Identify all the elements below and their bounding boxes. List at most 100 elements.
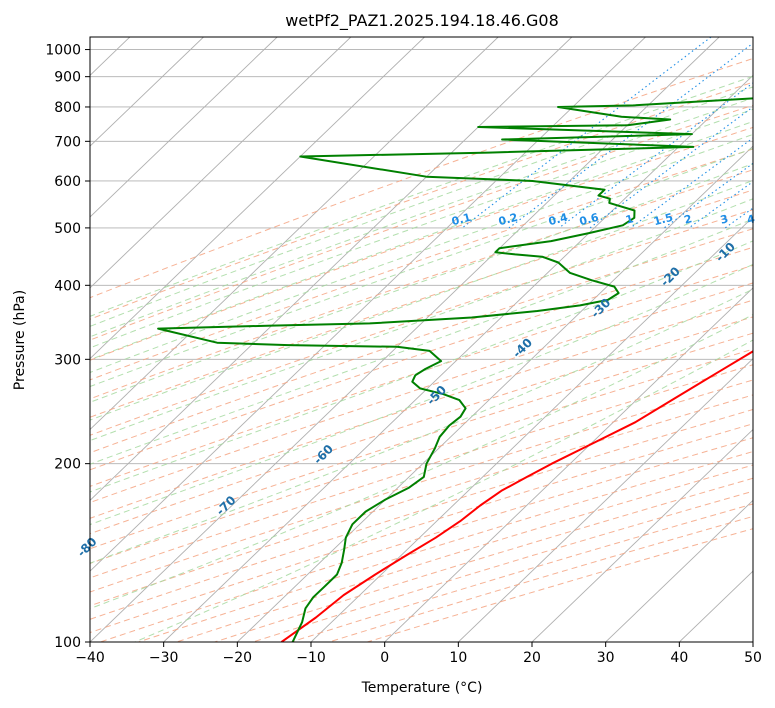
moist-adiabat-line [90, 198, 753, 442]
dry-adiabat-line [90, 316, 753, 535]
moist-adiabat-line [90, 108, 753, 349]
x-tick-label: 40 [670, 650, 688, 666]
mixing-ratio-label: 1.5 [652, 211, 674, 229]
isotherm-line [237, 145, 753, 642]
x-tick-label: 20 [523, 650, 541, 666]
grid-layer [90, 37, 753, 642]
dry-adiabat-line [90, 364, 753, 579]
y-tick-label: 300 [54, 352, 81, 368]
dry-adiabat-label: -80 [74, 535, 99, 560]
mixing-ratio-layer [461, 37, 753, 229]
y-axis-label: Pressure (hPa) [12, 290, 28, 390]
isotherm-line [679, 570, 753, 642]
dry-adiabat-line [90, 209, 753, 436]
mixing-ratio-line [751, 226, 753, 229]
y-tick-label: 1000 [45, 43, 81, 59]
x-tick-label: 0 [380, 650, 389, 666]
dry-adiabat-line [90, 348, 753, 565]
dry-adiabat-line [90, 228, 753, 454]
moist-adiabat-line [90, 133, 753, 373]
y-tick-label: 700 [54, 134, 81, 150]
moist-adiabat-line [90, 218, 753, 465]
isotherm-line [90, 37, 499, 431]
y-tick-label: 400 [54, 278, 81, 294]
mixing-ratio-line [461, 37, 712, 229]
x-tick-label: −40 [75, 650, 105, 666]
dry-adiabat-line [90, 408, 753, 620]
dry-adiabat-line [90, 126, 753, 361]
dry-adiabat-line [90, 379, 753, 593]
dry-adiabat-line [90, 148, 753, 381]
isotherm-line [752, 641, 753, 642]
moist-adiabat-line [90, 179, 753, 421]
y-tick-label: 200 [54, 457, 81, 473]
mixing-ratio-label: 1 [624, 212, 635, 227]
dry-adiabat-line [90, 246, 753, 471]
mixing-ratio-line [663, 162, 753, 229]
isotherm-line [605, 499, 753, 642]
isotherm-line [90, 37, 352, 289]
y-tick-label: 800 [54, 100, 81, 116]
dry-adiabat-line [90, 189, 753, 418]
dry-adiabat-line [90, 57, 753, 299]
isotherm-line [90, 37, 278, 218]
y-tick-label: 600 [54, 174, 81, 190]
x-tick-label: 50 [744, 650, 762, 666]
dry-adiabat-line [90, 264, 753, 487]
mixing-ratio-label: 3 [719, 212, 730, 227]
isotherm-line [90, 37, 573, 501]
dry-adiabat-line [90, 169, 753, 400]
dry-adiabat-label: -10 [713, 240, 738, 265]
dry-adiabat-line [90, 394, 753, 607]
moist-adiabat-line [90, 97, 753, 338]
dry-adiabat-line [90, 104, 753, 341]
x-tick-label: 30 [597, 650, 615, 666]
temperature-line [280, 350, 753, 642]
dry-adiabat-line [290, 503, 753, 642]
y-tick-label: 500 [54, 221, 81, 237]
isotherm-line [90, 37, 720, 642]
moist-adiabat-line [134, 339, 753, 642]
moist-adiabat-line [90, 75, 753, 317]
adiabat-layer [90, 57, 753, 642]
x-tick-label: −30 [149, 650, 179, 666]
mixing-ratio-label: 4 [746, 212, 757, 227]
isotherm-line [310, 216, 753, 642]
chart-title: wetPf2_PAZ1.2025.194.18.46.G08 [285, 11, 559, 31]
axis-layer: −40 −30 −20 −10 0 10 20 30 40 50 1000 900 800 700 600 5… [45, 43, 762, 666]
y-tick-label: 900 [54, 70, 81, 86]
dry-adiabat-label: -40 [510, 335, 535, 360]
moist-adiabat-line [90, 86, 753, 327]
x-tick-label: −20 [223, 650, 253, 666]
series-layer [157, 97, 753, 642]
mixing-ratio-label: 0.2 [497, 211, 519, 229]
dry-adiabat-line [90, 282, 753, 504]
moist-adiabat-line [90, 263, 753, 526]
y-tick-label: 100 [54, 635, 81, 651]
moist-adiabat-line [90, 147, 753, 388]
isotherm-line [90, 37, 646, 572]
dry-adiabat-line [176, 464, 753, 642]
moist-adiabat-line [90, 288, 753, 564]
dry-adiabat-line [90, 332, 753, 550]
moist-adiabat-line [90, 120, 753, 361]
x-axis-label: Temperature (°C) [361, 680, 483, 696]
isotherm-line [458, 358, 753, 642]
moist-adiabat-line [90, 313, 753, 610]
mixing-ratio-label: 0.4 [547, 211, 570, 229]
moist-adiabat-line [90, 163, 753, 403]
mixing-ratio-line [558, 82, 753, 229]
mixing-ratio-label: 0.6 [578, 211, 601, 229]
dry-adiabat-label: -70 [213, 493, 238, 518]
dry-adiabat-line [90, 81, 753, 320]
dry-adiabat-line [90, 299, 753, 519]
x-tick-label: −10 [296, 650, 326, 666]
mixing-ratio-label: 2 [683, 212, 694, 227]
isotherm-line [90, 37, 204, 147]
dewpoint-line [157, 97, 753, 642]
mixing-ratio-label: 0.1 [450, 211, 472, 229]
x-tick-label: 10 [449, 650, 467, 666]
isotherm-line [163, 74, 753, 642]
plot-frame [89, 36, 754, 643]
